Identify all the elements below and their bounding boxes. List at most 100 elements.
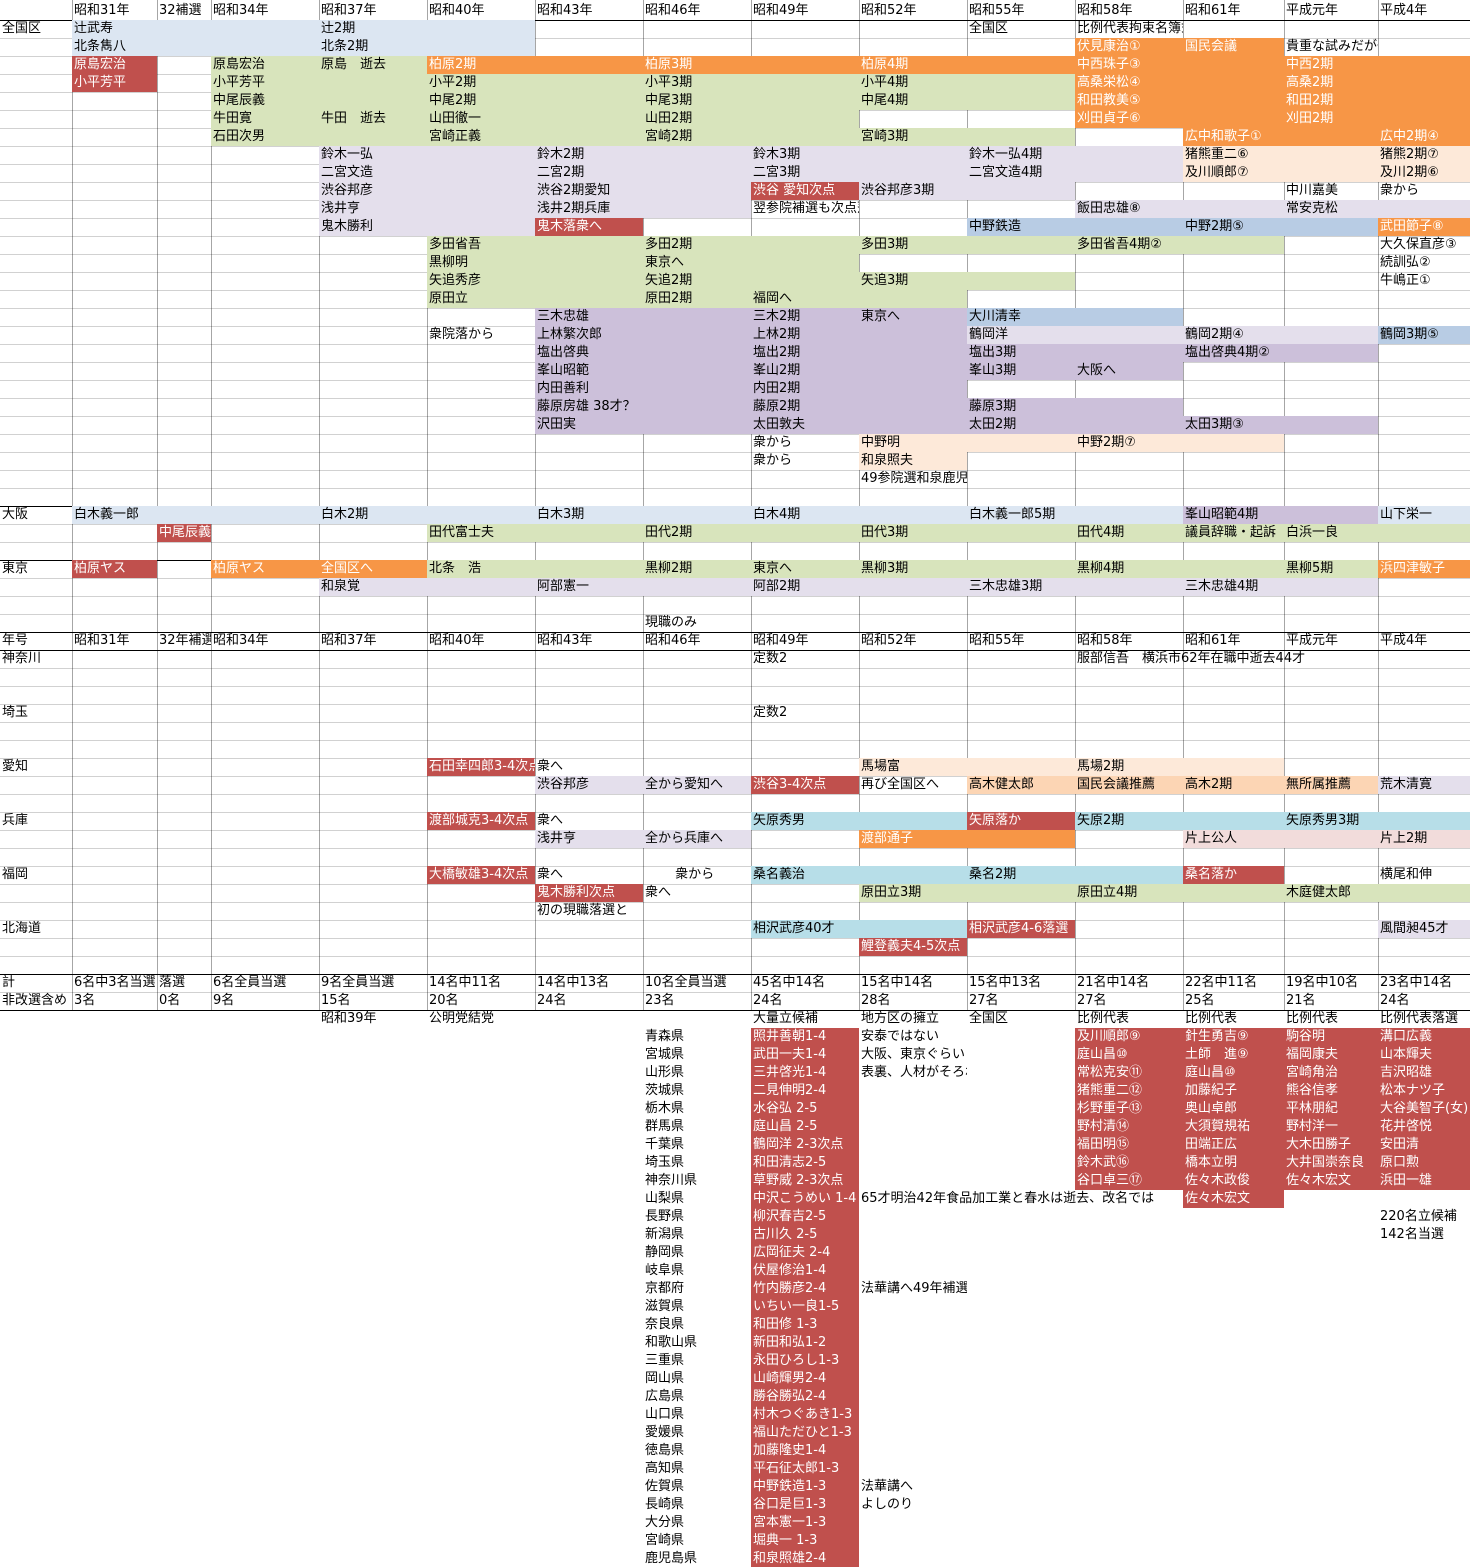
sheet-cell[interactable]: 峯山3期 <box>967 362 1075 380</box>
sheet-cell[interactable]: 中尾辰義 <box>211 92 427 110</box>
sheet-cell[interactable]: 宮城県 <box>645 1047 685 1062</box>
sheet-cell[interactable]: 続訓弘② <box>1380 255 1431 270</box>
sheet-cell[interactable]: 茨城県 <box>645 1083 685 1098</box>
sheet-cell[interactable]: 柏原ヤス <box>211 560 319 578</box>
sheet-cell[interactable]: 65才明治42年食品加工業と春水は逝去、改名では <box>861 1191 1155 1206</box>
sheet-cell[interactable]: 田代富士夫 <box>427 524 643 542</box>
sheet-cell[interactable]: 9名全員当選 <box>321 975 395 990</box>
sheet-cell[interactable]: 常安克松 <box>1284 200 1470 218</box>
sheet-cell[interactable]: 45名中14名 <box>753 975 826 990</box>
sheet-cell[interactable]: 高木健太郎 <box>967 776 1075 794</box>
header-cell[interactable]: 昭和55年 <box>969 3 1025 18</box>
sheet-cell[interactable]: 鯉登義夫4-5次点 <box>859 938 967 956</box>
sheet-cell[interactable]: 220名立候補 <box>1380 1209 1457 1224</box>
sheet-cell[interactable]: 24名 <box>1380 993 1410 1008</box>
sheet-cell[interactable]: 高木2期 <box>1183 776 1284 794</box>
sheet-cell[interactable]: 平成4年 <box>1380 633 1428 648</box>
sheet-cell[interactable]: 昭和58年 <box>1077 633 1133 648</box>
sheet-cell[interactable]: 高桑2期 <box>1284 74 1470 92</box>
sheet-cell[interactable]: 23名中14名 <box>1380 975 1453 990</box>
sheet-cell[interactable]: 多田省吾 <box>427 236 643 254</box>
sheet-cell[interactable]: 25名 <box>1185 993 1215 1008</box>
sheet-cell[interactable]: 渡部通子 <box>859 830 1075 848</box>
sheet-cell[interactable]: 国民会議 <box>1183 38 1284 56</box>
sheet-cell[interactable]: 全から愛知へ <box>643 776 751 794</box>
sheet-cell[interactable]: 平石征太郎1-3 <box>751 1460 859 1478</box>
header-cell[interactable]: 昭和49年 <box>753 3 809 18</box>
sheet-cell[interactable]: 黒柳明 <box>427 254 643 272</box>
sheet-cell[interactable]: 東京へ <box>859 308 967 326</box>
sheet-cell[interactable]: 中尾4期 <box>859 92 1075 110</box>
sheet-cell[interactable]: 服部信吾 横浜市62年在職中逝去44才 <box>1077 651 1306 666</box>
sheet-cell[interactable]: 昭和49年 <box>753 633 809 648</box>
sheet-cell[interactable]: 9名 <box>213 993 235 1008</box>
sheet-cell[interactable]: 草野威 2-3次点 <box>751 1172 859 1190</box>
sheet-cell[interactable]: 福岡へ <box>751 290 967 308</box>
sheet-cell[interactable]: 小平3期 <box>643 74 859 92</box>
sheet-cell[interactable]: 19名中10名 <box>1286 975 1359 990</box>
sheet-cell[interactable]: 東京へ <box>751 560 859 578</box>
sheet-cell[interactable]: 比例代表 <box>1077 1011 1130 1026</box>
sheet-cell[interactable]: 3名 <box>74 993 96 1008</box>
sheet-cell[interactable]: 佐賀県 <box>645 1479 685 1494</box>
row-label-cell[interactable]: 北海道 <box>2 921 42 936</box>
sheet-cell[interactable]: 和田修 1-3 <box>751 1316 859 1334</box>
sheet-cell[interactable]: 吉沢昭雄 <box>1378 1064 1470 1082</box>
sheet-cell[interactable]: 6名中3名当選 <box>74 975 156 990</box>
sheet-cell[interactable]: 15名中14名 <box>861 975 934 990</box>
sheet-cell[interactable]: 山形県 <box>645 1065 685 1080</box>
sheet-cell[interactable]: 多田2期 <box>643 236 859 254</box>
sheet-cell[interactable]: 勝谷勝弘2-4 <box>751 1388 859 1406</box>
sheet-cell[interactable]: 辻武寿 <box>72 20 319 38</box>
sheet-cell[interactable]: 上林2期 <box>751 326 967 344</box>
sheet-cell[interactable]: 鶴岡2期④ <box>1183 326 1378 344</box>
sheet-cell[interactable]: 野村清⑭ <box>1075 1118 1183 1136</box>
sheet-cell[interactable]: 阿部憲一 <box>535 578 751 596</box>
header-cell[interactable]: 平成4年 <box>1380 3 1428 18</box>
sheet-cell[interactable]: 鶴岡洋 <box>967 326 1183 344</box>
sheet-cell[interactable]: 高桑栄松④ <box>1075 74 1284 92</box>
sheet-cell[interactable]: 武田節子⑧ <box>1378 218 1470 236</box>
sheet-cell[interactable]: 福岡康夫 <box>1284 1046 1378 1064</box>
sheet-cell[interactable]: 柏原4期 <box>859 56 1075 74</box>
row-label-cell[interactable]: 計 <box>2 975 16 990</box>
sheet-cell[interactable]: 大橋敏雄3-4次点 <box>427 866 535 884</box>
sheet-cell[interactable]: 山崎輝男2-4 <box>751 1370 859 1388</box>
sheet-cell[interactable]: 石田次男 <box>211 128 427 146</box>
sheet-cell[interactable]: 三木忠雄3期 <box>967 578 1183 596</box>
sheet-cell[interactable]: 長崎県 <box>645 1497 685 1512</box>
header-cell[interactable]: 昭和58年 <box>1077 3 1133 18</box>
sheet-cell[interactable]: 落選 <box>159 975 186 990</box>
sheet-cell[interactable]: 牛田寛 <box>211 110 319 128</box>
sheet-cell[interactable]: 中野鉄造 <box>967 218 1183 236</box>
sheet-cell[interactable]: 駒谷明 <box>1284 1028 1378 1046</box>
sheet-cell[interactable]: 中沢こうめい 1-4 <box>751 1190 859 1208</box>
sheet-cell[interactable]: 山本輝夫 <box>1378 1046 1470 1064</box>
sheet-cell[interactable]: 中尾2期 <box>427 92 643 110</box>
sheet-cell[interactable]: 加藤紀子 <box>1183 1082 1284 1100</box>
sheet-cell[interactable]: 昭和52年 <box>861 633 917 648</box>
row-label-cell[interactable]: 兵庫 <box>2 813 29 828</box>
sheet-cell[interactable]: 鈴木武⑯ <box>1075 1154 1183 1172</box>
sheet-cell[interactable]: 無所属推薦 <box>1284 776 1378 794</box>
sheet-cell[interactable]: 及川2期⑥ <box>1378 164 1470 182</box>
sheet-cell[interactable]: 中野明 <box>859 434 1075 452</box>
header-cell[interactable]: 昭和46年 <box>645 3 701 18</box>
sheet-cell[interactable]: 柏原3期 <box>643 56 859 74</box>
sheet-cell[interactable]: 岡山県 <box>645 1371 685 1386</box>
sheet-cell[interactable]: 神奈川県 <box>645 1173 698 1188</box>
sheet-cell[interactable]: 鬼木勝利次点 <box>535 884 643 902</box>
sheet-cell[interactable]: 埼玉県 <box>645 1155 685 1170</box>
sheet-cell[interactable]: 牛嶋正① <box>1380 273 1431 288</box>
sheet-cell[interactable]: 三木2期 <box>751 308 859 326</box>
sheet-cell[interactable]: 矢原2期 <box>1075 812 1284 830</box>
sheet-cell[interactable]: 衆院落から <box>429 327 495 342</box>
sheet-cell[interactable]: 24名 <box>753 993 783 1008</box>
sheet-cell[interactable]: 岐阜県 <box>645 1263 685 1278</box>
sheet-cell[interactable]: 中尾3期 <box>643 92 859 110</box>
sheet-cell[interactable]: 北条雋八 <box>72 38 319 56</box>
sheet-cell[interactable]: 石田幸四郎3-4次点 <box>427 758 535 776</box>
sheet-cell[interactable]: 塩出2期 <box>751 344 967 362</box>
sheet-cell[interactable]: 昭和31年 <box>74 633 130 648</box>
sheet-cell[interactable]: 内田善利 <box>535 380 751 398</box>
